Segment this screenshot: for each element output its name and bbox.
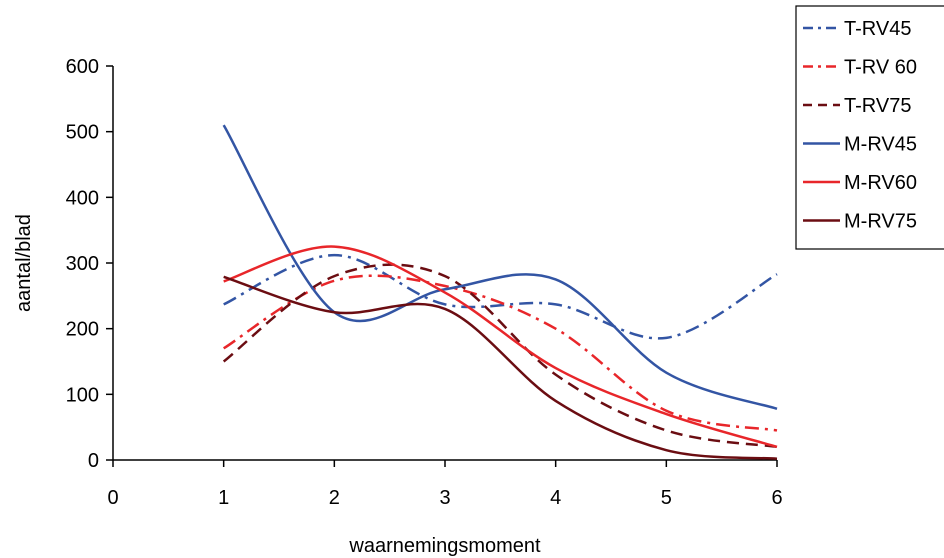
x-axis-title: waarnemingsmoment [348,535,541,557]
legend-label: M-RV45 [844,134,917,156]
x-tick-label: 4 [550,487,561,509]
y-tick-label: 0 [88,450,99,472]
y-ticks: 0 100 200 300 400 500 600 [66,56,113,472]
legend: T-RV45 T-RV 60 T-RV75 M-RV45 M-RV60 M-RV75 [795,5,944,250]
axes [112,66,777,461]
series-line-m-rv75 [223,275,778,460]
series-line-m-rv60 [223,245,778,449]
series-line-t-rv45 [223,253,778,340]
series-line-t-rv75 [222,263,778,449]
y-tick-label: 200 [66,319,99,341]
x-tick-label: 5 [661,487,672,509]
legend-label: M-RV75 [844,211,917,233]
x-tick-label: 3 [439,487,450,509]
y-tick-label: 300 [66,253,99,275]
y-tick-label: 600 [66,56,99,78]
x-tick-label: 0 [107,487,118,509]
x-tick-label: 6 [771,487,782,509]
legend-label: T-RV 60 [844,57,917,79]
legend-label: T-RV75 [844,95,911,117]
x-tick-label: 2 [329,487,340,509]
x-tick-label: 1 [218,487,229,509]
legend-label: T-RV45 [844,18,911,40]
series-lines [222,124,778,460]
y-tick-label: 400 [66,187,99,209]
series-line-m-rv45 [222,124,778,410]
x-ticks: 0 1 2 3 4 5 6 [107,460,783,509]
y-tick-label: 100 [66,384,99,406]
legend-label: M-RV60 [844,172,917,194]
series-line-t-rv-60 [223,274,778,432]
y-tick-label: 500 [66,122,99,144]
legend-box [795,5,944,250]
y-axis-title: aantal/blad [13,214,35,312]
